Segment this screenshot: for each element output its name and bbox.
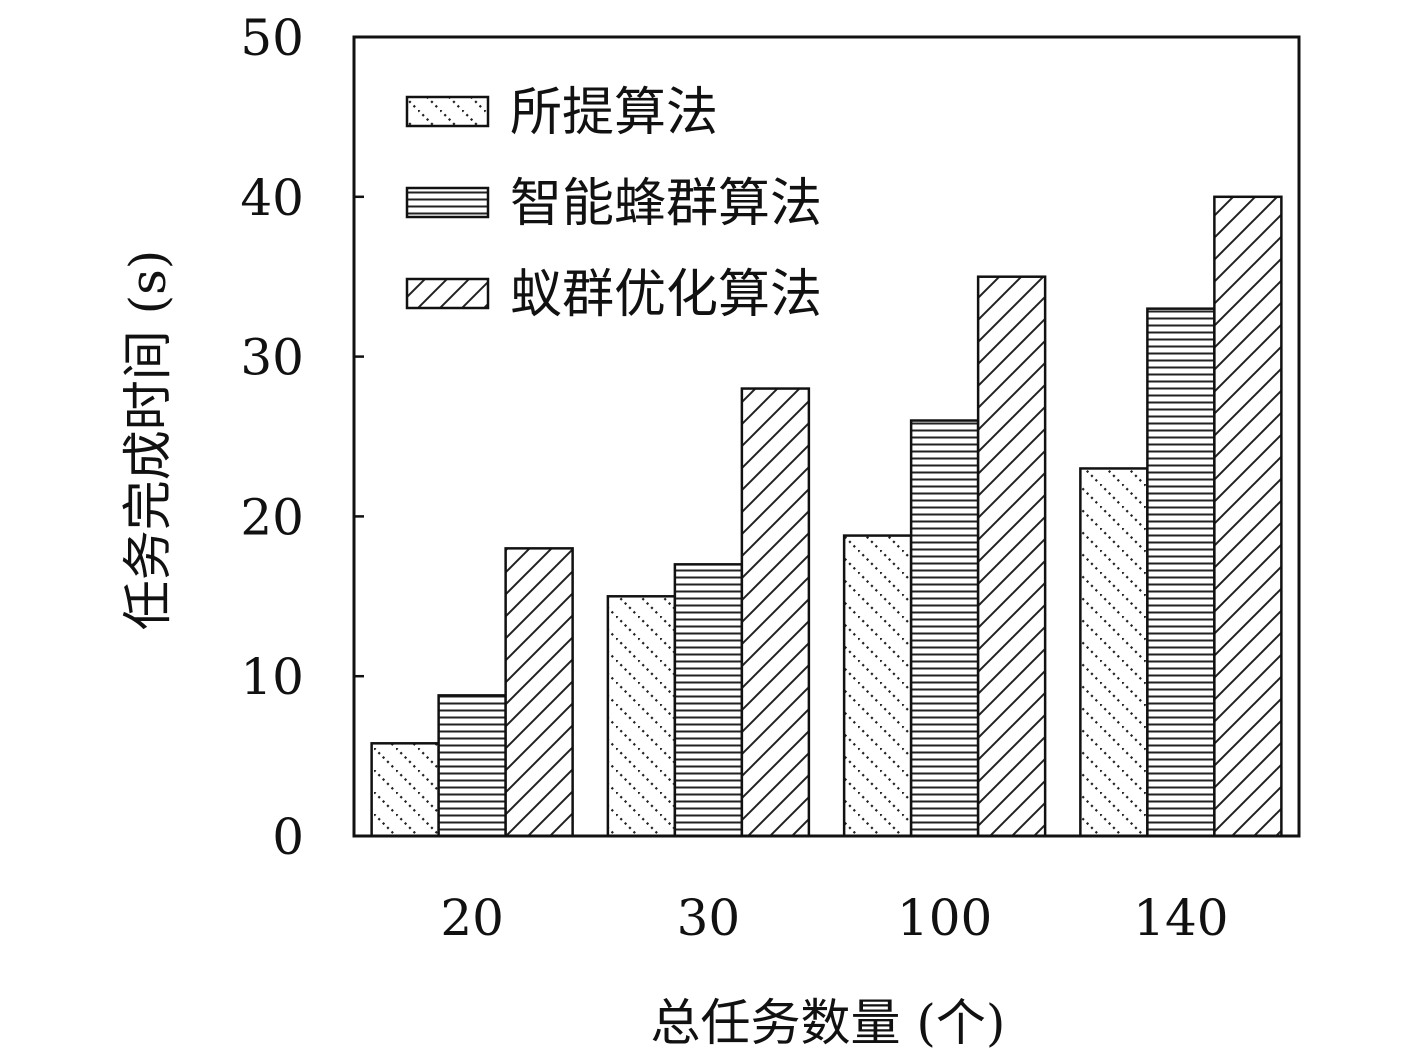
bar-forward-diagonal-140: [1213, 195, 1283, 838]
x-tick-label: 30: [677, 889, 741, 947]
y-tick-label: 40: [240, 169, 304, 227]
y-axis-title: 任务完成时间 (s): [119, 250, 177, 631]
bar-dotted-diagonal-20: [370, 742, 440, 838]
y-tick-label: 0: [272, 808, 304, 866]
legend-swatch: [405, 186, 490, 219]
bar-forward-diagonal-30: [740, 387, 811, 838]
bar-horizontal-lines-30: [673, 563, 744, 838]
x-tick-label: 140: [1133, 889, 1228, 947]
legend-label: 蚁群优化算法: [510, 265, 822, 325]
bar-horizontal-lines-20: [437, 694, 507, 838]
legend-label: 所提算法: [510, 83, 718, 143]
y-tick-label: 50: [240, 9, 304, 67]
bar-dotted-diagonal-140: [1079, 467, 1149, 838]
x-tick-label: 20: [440, 889, 504, 947]
bar-horizontal-lines-140: [1146, 307, 1216, 838]
x-axis-title: 总任务数量 (个): [651, 994, 1006, 1052]
bar-horizontal-lines-100: [909, 419, 980, 838]
bars: [370, 195, 1283, 838]
bar-forward-diagonal-20: [504, 547, 574, 838]
legend-swatch: [405, 277, 490, 310]
x-tick-label: 100: [897, 889, 992, 947]
legend-swatch: [405, 95, 490, 128]
axes: 0 10 20 30 40 50 20 30 100 140: [240, 9, 1301, 947]
bar-dotted-diagonal-30: [606, 595, 677, 838]
bar-dotted-diagonal-100: [842, 534, 913, 838]
plot-frame: [352, 35, 1301, 838]
legend-label: 智能蜂群算法: [510, 174, 822, 234]
y-tick-label: 10: [240, 648, 304, 706]
bar-forward-diagonal-100: [976, 275, 1047, 838]
y-tick-label: 30: [240, 329, 304, 387]
y-tick-label: 20: [240, 488, 304, 546]
